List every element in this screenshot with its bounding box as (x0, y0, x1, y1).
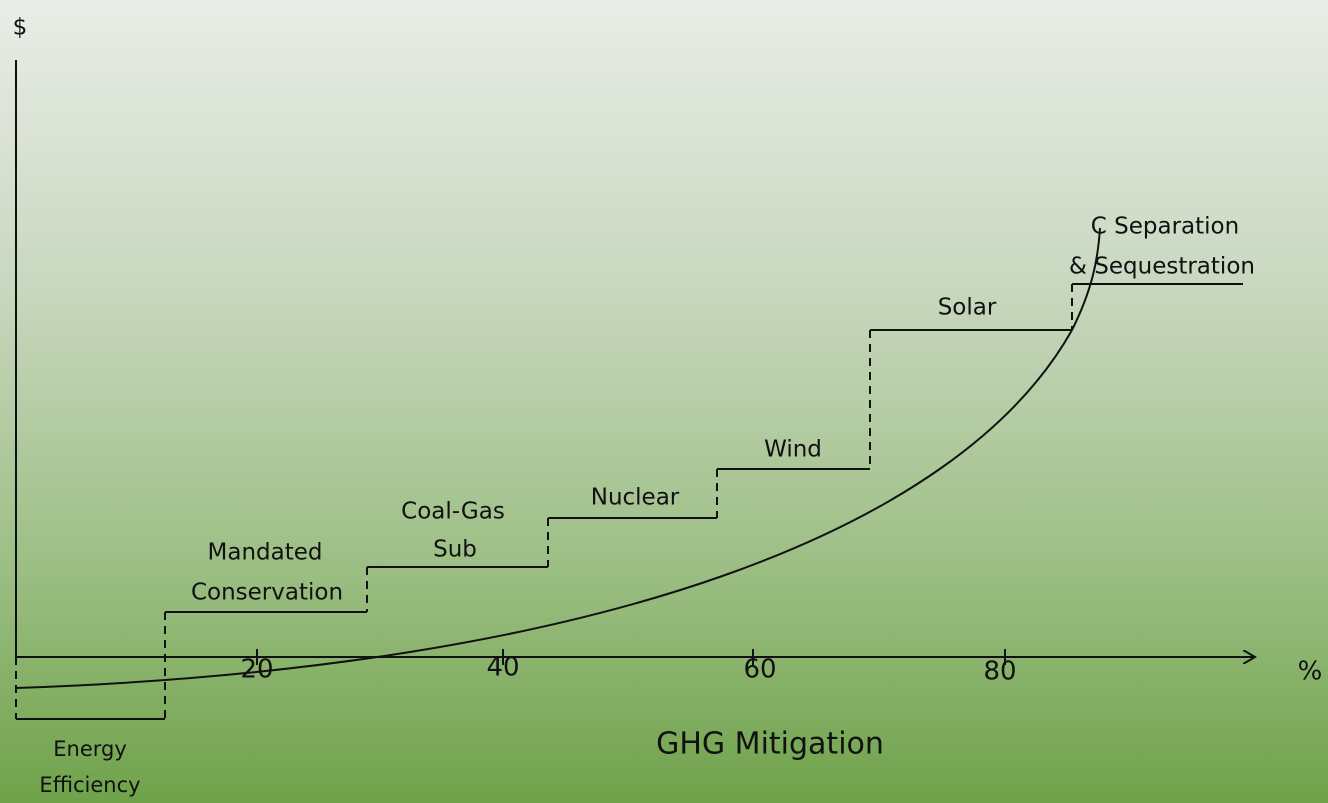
axis-title: GHG Mitigation (656, 727, 884, 762)
x-tick-label: 20 (240, 655, 273, 685)
x-tick-label: 80 (983, 657, 1016, 687)
step-label: Energy (53, 737, 127, 761)
step-label: Coal-Gas (401, 499, 505, 525)
step-label: Conservation (191, 580, 343, 606)
step-label: Solar (938, 295, 997, 321)
step-label: C Separation (1091, 214, 1239, 240)
step-label: Nuclear (591, 485, 680, 511)
step-label: Efficiency (39, 773, 140, 797)
step-label: Wind (764, 437, 822, 463)
step-label: & Sequestration (1069, 254, 1255, 280)
step-label: Sub (433, 537, 477, 563)
step-label: Mandated (208, 540, 323, 566)
x-tick-label: 60 (743, 655, 776, 685)
x-axis-label: % (1298, 657, 1323, 687)
y-axis-label: $ (13, 15, 28, 41)
cost-curve (15, 227, 1101, 689)
x-tick-label: 40 (486, 653, 519, 683)
